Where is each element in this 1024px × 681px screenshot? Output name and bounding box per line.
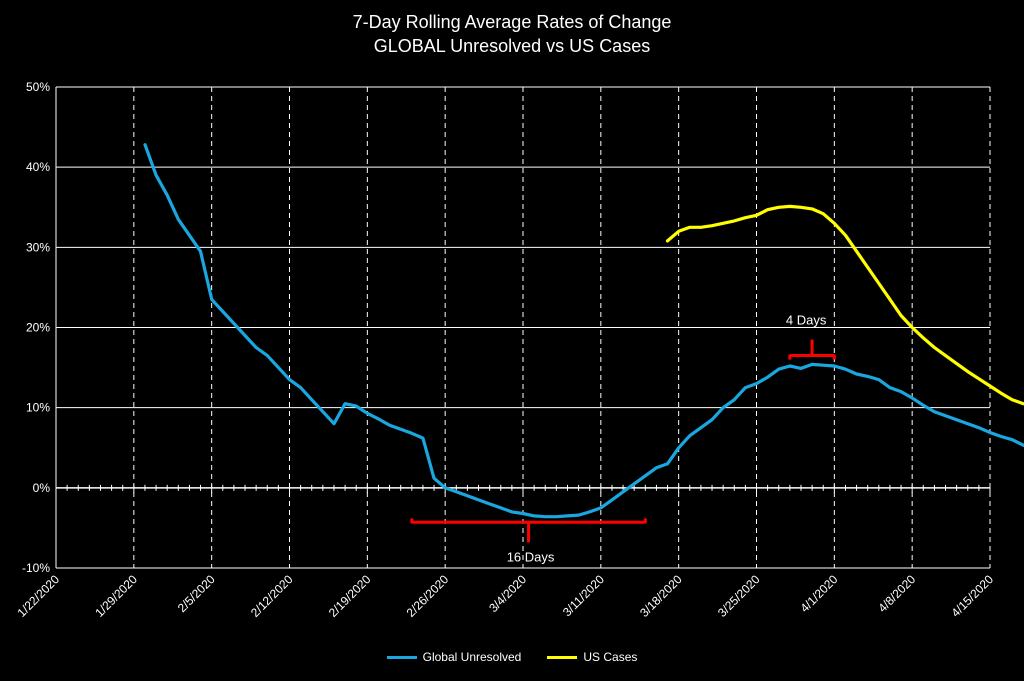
x-tick-label: 4/1/2020 bbox=[798, 572, 841, 615]
legend-swatch bbox=[386, 655, 417, 659]
chart-title: 7-Day Rolling Average Rates of Change bbox=[352, 12, 672, 32]
axes: 50% 40% 30% 20% 10% 0% -10%1/22/2020 1/29/2020 2… bbox=[14, 80, 996, 620]
legend-label: US Cases bbox=[583, 650, 638, 664]
x-tick-label: 3/25/2020 bbox=[715, 572, 763, 620]
legend-item: US Cases bbox=[547, 650, 637, 664]
x-tick-label: 3/4/2020 bbox=[486, 572, 529, 615]
y-tick-label: 50% bbox=[26, 80, 50, 94]
x-tick-label: 4/8/2020 bbox=[875, 572, 918, 615]
x-tick-label: 1/22/2020 bbox=[14, 572, 62, 620]
x-tick-label: 4/15/2020 bbox=[948, 572, 996, 620]
gridlines bbox=[55, 86, 991, 569]
x-tick-label: 1/29/2020 bbox=[92, 572, 140, 620]
y-tick-label: 20% bbox=[26, 321, 50, 335]
annotation-bracket: 4 Days bbox=[786, 313, 836, 360]
legend-swatch bbox=[547, 655, 578, 659]
x-tick-label: 2/26/2020 bbox=[404, 572, 452, 620]
y-tick-label: 40% bbox=[26, 160, 50, 174]
y-tick-label: 30% bbox=[26, 240, 50, 254]
annotation-bracket: 16 Days bbox=[410, 518, 647, 564]
x-tick-label: 2/12/2020 bbox=[248, 572, 296, 620]
annotation-label: 16 Days bbox=[507, 549, 555, 564]
legend: Global Unresolved US Cases bbox=[0, 650, 1024, 664]
annotations: 16 Days 4 Days bbox=[410, 313, 836, 564]
y-tick-label: 0% bbox=[33, 481, 51, 495]
series-lines bbox=[143, 143, 1024, 519]
series-line-global-unresolved bbox=[143, 143, 1024, 519]
chart-title-block: 7-Day Rolling Average Rates of Change GL… bbox=[0, 10, 1024, 58]
annotation-label: 4 Days bbox=[786, 313, 827, 328]
x-tick-label: 2/5/2020 bbox=[175, 572, 218, 615]
chart-subtitle: GLOBAL Unresolved vs US Cases bbox=[373, 36, 651, 56]
y-tick-label: 10% bbox=[26, 401, 50, 415]
series-line-us-cases bbox=[665, 204, 1024, 406]
legend-item: Global Unresolved bbox=[386, 650, 522, 664]
x-tick-label: 3/11/2020 bbox=[560, 572, 607, 619]
x-tick-label: 2/19/2020 bbox=[326, 572, 374, 620]
y-tick-label: -10% bbox=[22, 561, 50, 575]
legend-label: Global Unresolved bbox=[422, 650, 522, 664]
x-tick-label: 3/18/2020 bbox=[637, 572, 685, 620]
